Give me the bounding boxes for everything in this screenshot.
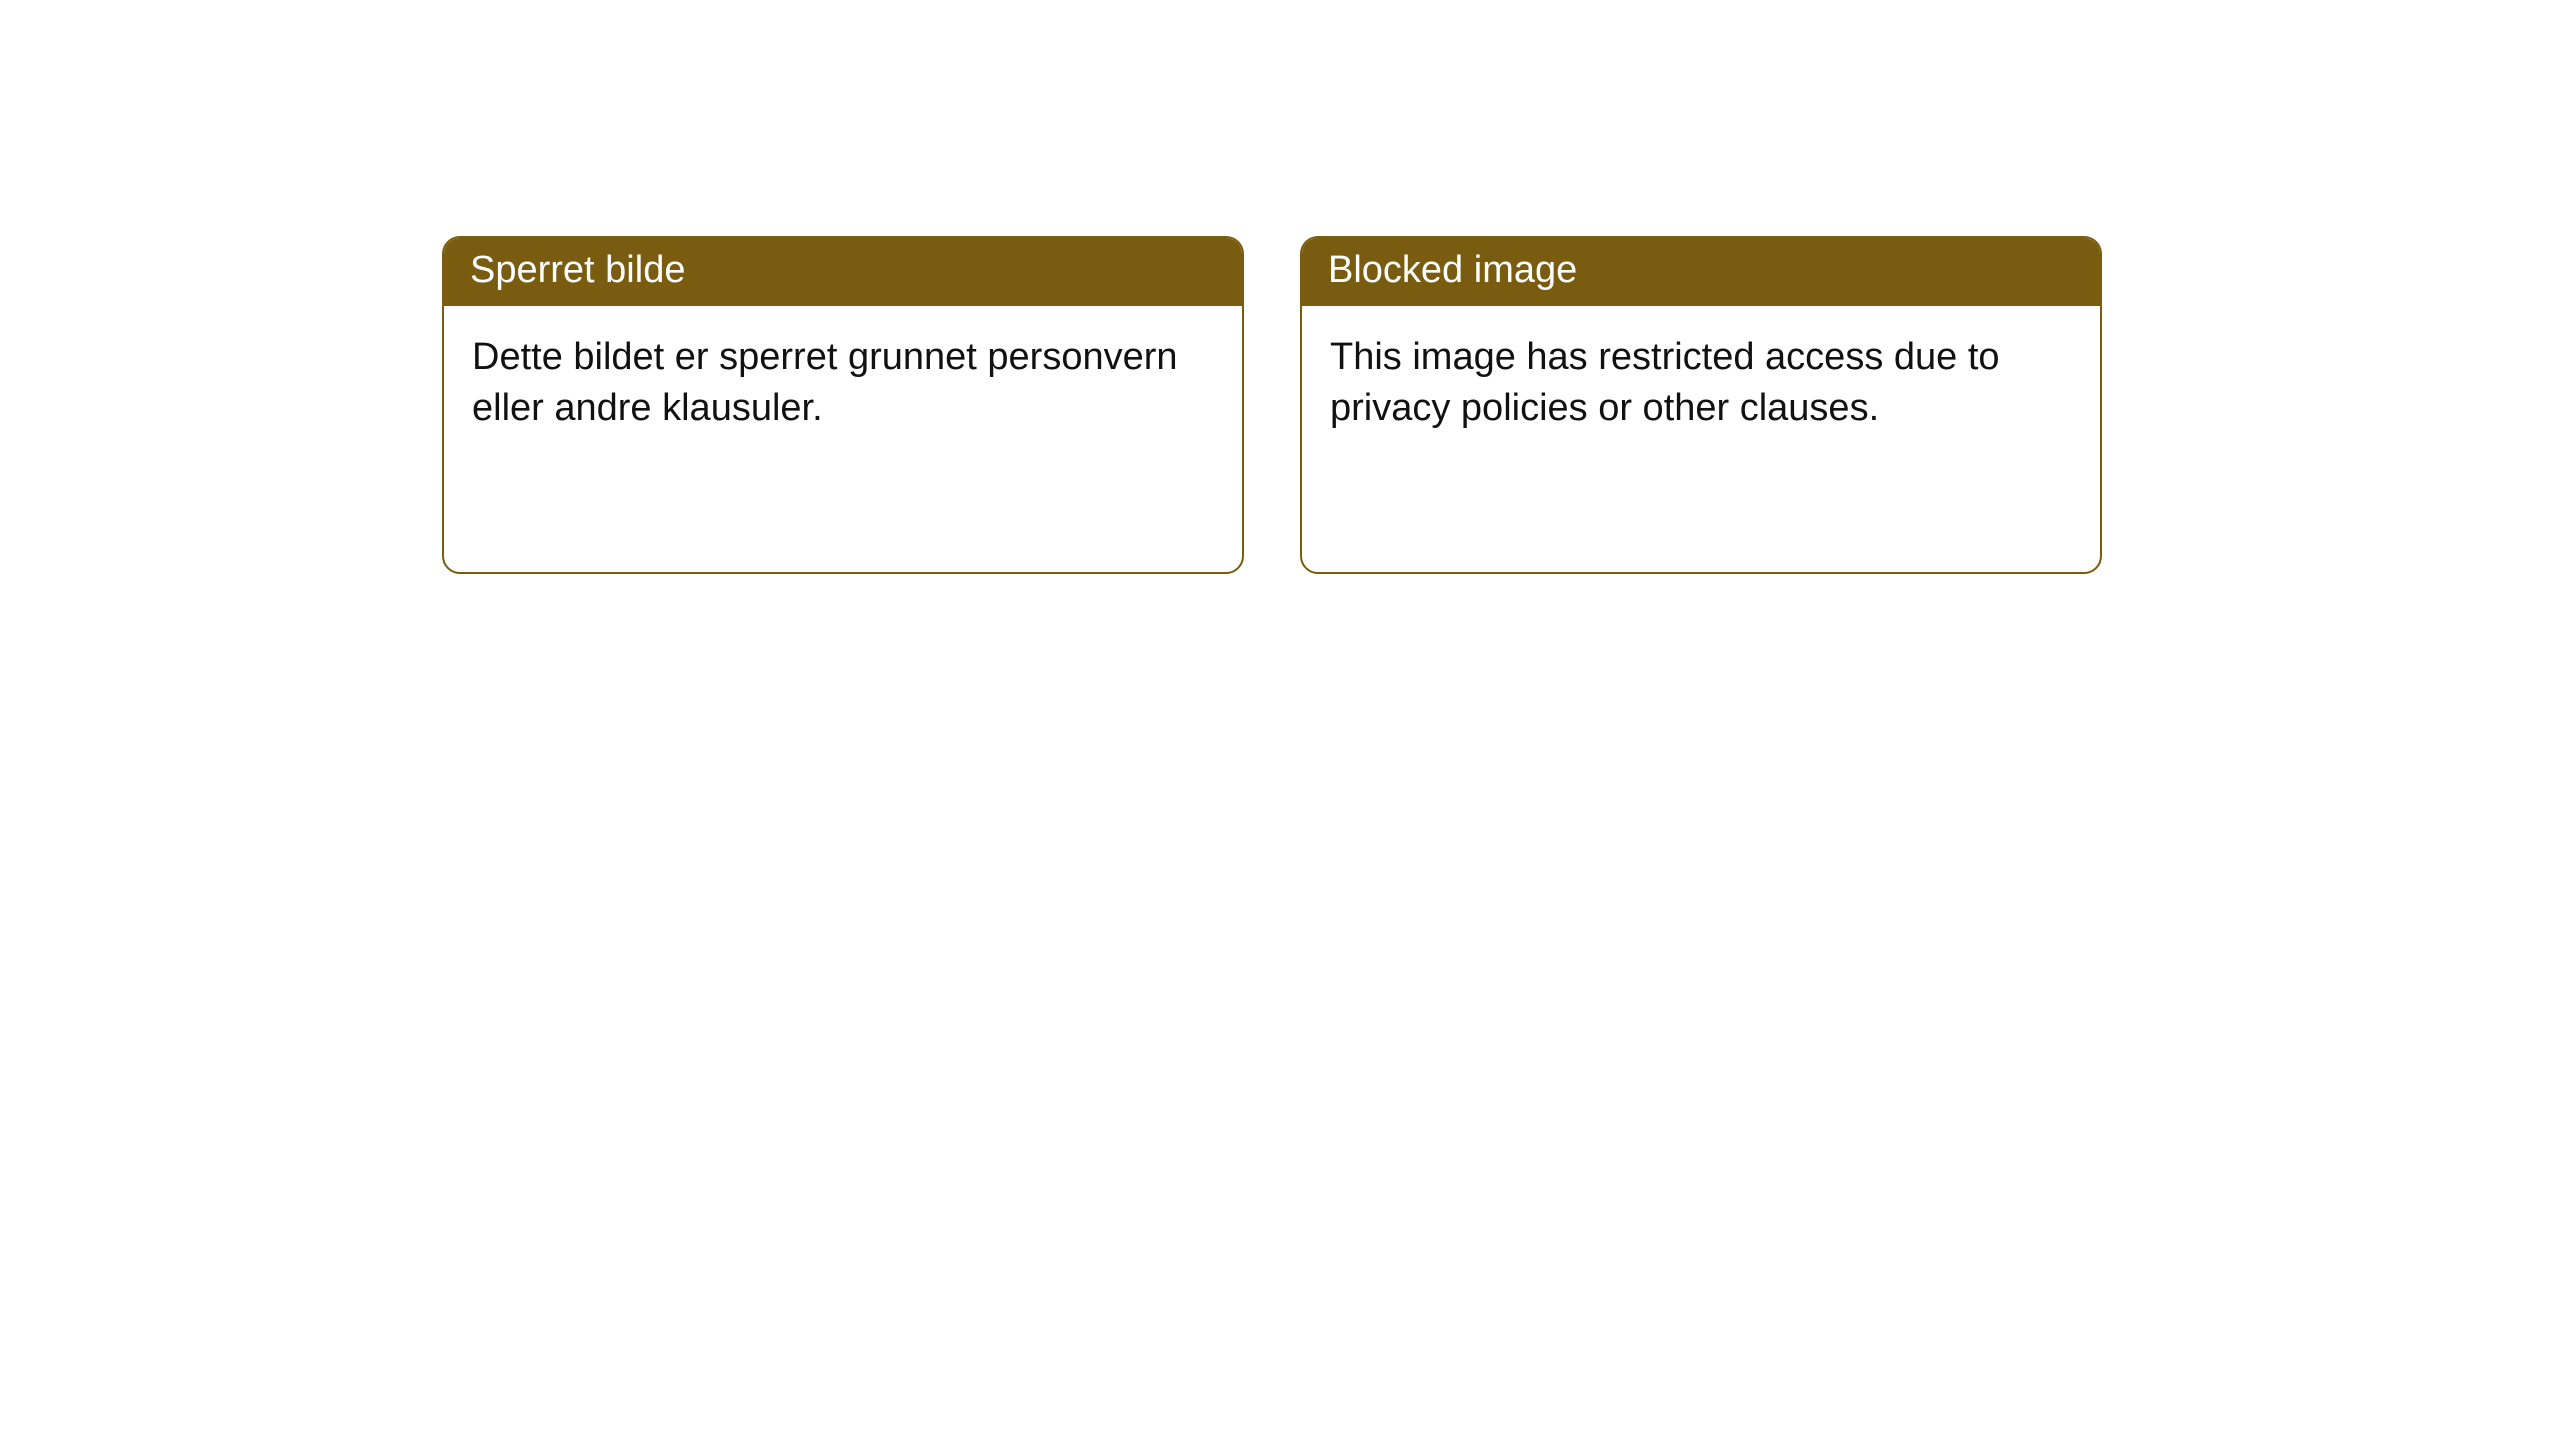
card-body: Dette bildet er sperret grunnet personve… xyxy=(444,306,1242,461)
card-title: Blocked image xyxy=(1328,249,1577,291)
notice-card-norwegian: Sperret bilde Dette bildet er sperret gr… xyxy=(442,236,1244,574)
notice-cards-container: Sperret bilde Dette bildet er sperret gr… xyxy=(442,236,2102,574)
notice-card-english: Blocked image This image has restricted … xyxy=(1300,236,2102,574)
card-body-text: This image has restricted access due to … xyxy=(1330,336,2000,429)
card-header: Sperret bilde xyxy=(444,238,1242,306)
card-title: Sperret bilde xyxy=(470,249,685,291)
card-header: Blocked image xyxy=(1302,238,2100,306)
card-body: This image has restricted access due to … xyxy=(1302,306,2100,461)
card-body-text: Dette bildet er sperret grunnet personve… xyxy=(472,336,1178,429)
